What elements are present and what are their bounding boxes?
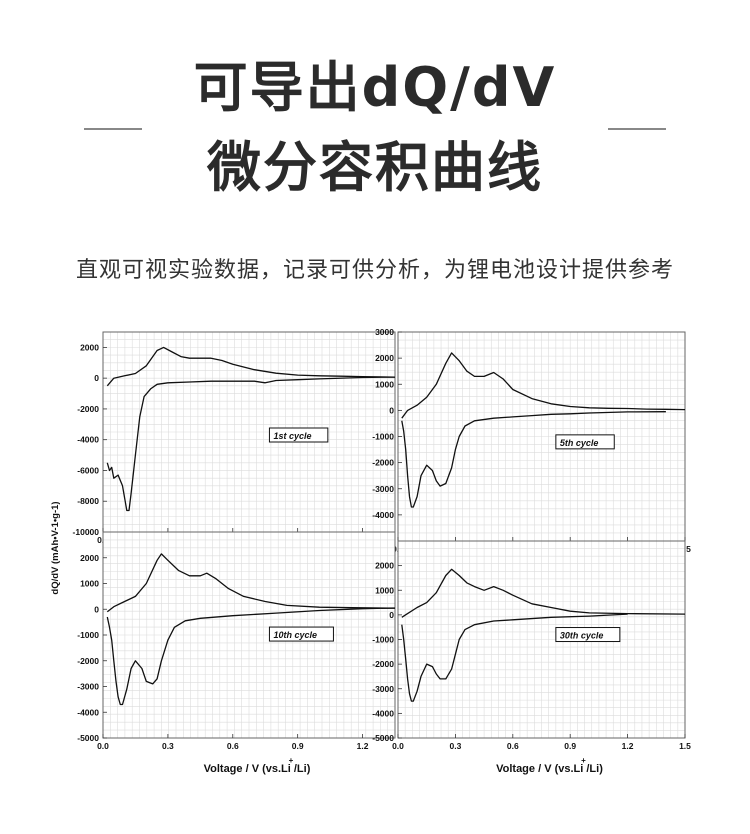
- annotation-box: [268, 427, 329, 443]
- y-tick-label: -5000: [372, 733, 394, 743]
- series-line-2: [106, 376, 396, 512]
- page-title-line1: 可导出dQ/dV: [193, 56, 557, 119]
- y-tick-label: -2000: [372, 659, 394, 669]
- y-tick-label: -8000: [77, 496, 99, 506]
- x-tick-label: 0.3: [162, 741, 174, 751]
- annotation-label: 10th cycle: [273, 630, 317, 640]
- series-line-1: [106, 346, 396, 387]
- y-tick-label: -5000: [77, 733, 99, 743]
- y-tick-label: -4000: [77, 435, 99, 445]
- x-tick-label: 0.9: [292, 741, 304, 751]
- y-tick-label: 0: [389, 610, 394, 620]
- title-rule-right: [608, 128, 666, 130]
- annotation-box: [555, 434, 615, 450]
- annotation-label: 5th cycle: [560, 438, 599, 448]
- series-line-2: [401, 613, 628, 702]
- y-tick-label: -3000: [372, 684, 394, 694]
- page-subtitle: 直观可视实验数据，记录可供分析，为锂电池设计提供参考: [75, 258, 674, 283]
- title-rule-left: [84, 128, 142, 130]
- x-tick-label: 0.0: [392, 741, 404, 751]
- series-line-2: [106, 607, 396, 706]
- y-tick-label: -2000: [372, 458, 394, 468]
- x-tick-label: 0.6: [227, 741, 239, 751]
- x-axis-title-sup: +: [289, 756, 294, 765]
- y-tick-label: -1000: [372, 432, 394, 442]
- annotation-box: [555, 627, 621, 643]
- y-tick-label: 3000: [375, 327, 394, 337]
- y-tick-label: 1000: [375, 379, 394, 389]
- y-tick-label: -1000: [77, 630, 99, 640]
- y-tick-label: 1000: [375, 585, 394, 595]
- y-tick-label: 2000: [80, 342, 99, 352]
- x-axis-title-sup: +: [581, 756, 586, 765]
- y-tick-label: -3000: [77, 682, 99, 692]
- y-tick-label: -1000: [372, 635, 394, 645]
- y-tick-label: 2000: [375, 353, 394, 363]
- y-tick-label: -4000: [372, 708, 394, 718]
- y-tick-label: -3000: [372, 484, 394, 494]
- x-tick-label: 0.0: [97, 741, 109, 751]
- y-tick-label: -4000: [372, 510, 394, 520]
- chart-panel-1: 20000-2000-4000-6000-8000-100000.00.30.6…: [50, 331, 396, 595]
- annotation-box: [268, 626, 334, 642]
- x-tick-label: 0.9: [564, 741, 576, 751]
- x-tick-label: 0.3: [449, 741, 461, 751]
- x-tick-label: 1.2: [622, 741, 634, 751]
- x-tick-label: 1.5: [679, 741, 691, 751]
- series-line-2: [401, 411, 666, 508]
- y-axis-title: dQ/dV (mAh•V-1•g-1): [50, 501, 61, 594]
- y-tick-label: -2000: [77, 404, 99, 414]
- page-title-line2: 微分容积曲线: [207, 136, 543, 199]
- series-line-1: [106, 553, 396, 613]
- x-tick-label: 0.6: [507, 741, 519, 751]
- annotation-label: 1st cycle: [273, 431, 311, 441]
- series-line-1: [401, 352, 686, 419]
- y-tick-label: -10000: [73, 527, 100, 537]
- y-tick-label: 2000: [80, 553, 99, 563]
- x-axis-title: Voltage / V (vs.Li /Li): [204, 763, 311, 775]
- y-tick-label: -6000: [77, 465, 99, 475]
- x-axis-title: Voltage / V (vs.Li /Li): [496, 763, 603, 775]
- y-tick-label: 2000: [375, 561, 394, 571]
- y-tick-label: 0: [94, 373, 99, 383]
- y-tick-label: 0: [94, 604, 99, 614]
- dqdv-chart-figure: 20000-2000-4000-6000-8000-100000.00.30.6…: [50, 327, 691, 775]
- y-tick-label: -4000: [77, 707, 99, 717]
- y-tick-label: 1000: [80, 579, 99, 589]
- annotation-label: 30th cycle: [560, 631, 604, 641]
- y-tick-label: 0: [389, 405, 394, 415]
- y-tick-label: -2000: [77, 656, 99, 666]
- x-tick-label: 1.2: [357, 741, 369, 751]
- chart-panel-2: 3000200010000-1000-2000-3000-4000-50000.…: [372, 327, 691, 554]
- series-line-1: [401, 568, 686, 618]
